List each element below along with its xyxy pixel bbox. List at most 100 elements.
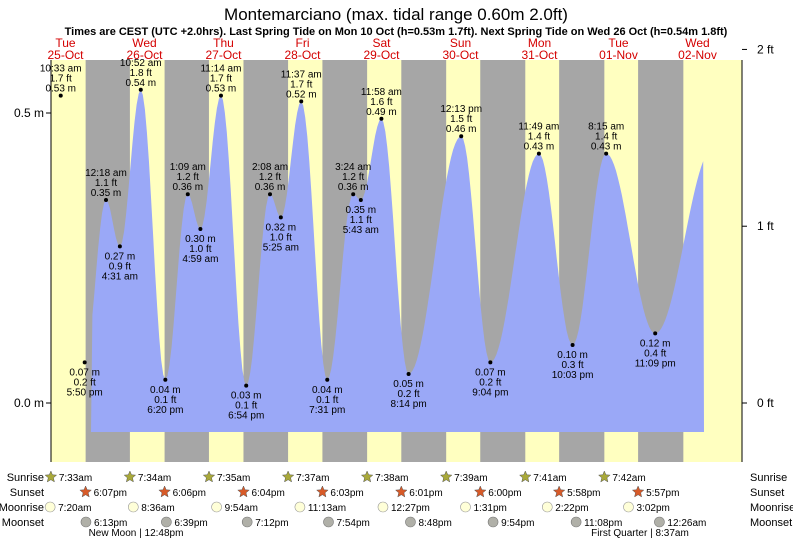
sunrise-time: 7:37am [296, 473, 329, 484]
tide-height-ft: 0.1 ft [235, 401, 257, 412]
tide-height-ft: 1.1 ft [350, 215, 372, 226]
tide-height-m: 0.03 m [231, 391, 262, 402]
moonset-time: 8:48pm [418, 518, 451, 529]
tide-time: 11:49 am [518, 122, 559, 133]
sunrise-time: 7:41am [533, 473, 566, 484]
tide-point [244, 383, 249, 388]
moonset-time: 6:13pm [94, 518, 127, 529]
tide-time: 11:37 am [281, 69, 322, 80]
tide-height-m: 0.05 m [393, 379, 424, 390]
moonrise-time: 2:22pm [555, 503, 588, 514]
sunset-time: 6:00pm [488, 488, 521, 499]
tide-point [604, 151, 609, 156]
tide-time: 5:25 am [263, 242, 299, 253]
day-date: 25-Oct [47, 48, 84, 62]
tide-height-m: 0.52 m [286, 89, 317, 100]
sunrise-time: 7:33am [59, 473, 92, 484]
tide-time: 8:15 am [588, 122, 624, 133]
chart-title: Montemarciano (max. tidal range 0.60m 2.… [224, 5, 568, 24]
tide-height-ft: 1.1 ft [95, 178, 117, 189]
moonset-time: 6:39pm [174, 518, 207, 529]
tide-height-m: 0.53 m [45, 84, 76, 95]
right-tick-label: 2 ft [757, 42, 774, 56]
moonrise-time: 7:20am [58, 503, 91, 514]
tide-point [117, 244, 122, 249]
astro-row-label-left: Moonset [2, 517, 44, 529]
moonrise-time: 3:02pm [636, 503, 669, 514]
sunrise-icon [202, 470, 216, 483]
sunrise-icon [281, 470, 295, 483]
tide-time: 4:59 am [182, 254, 218, 265]
sunset-icon [552, 485, 566, 498]
tide-point [351, 192, 356, 197]
sunrise-time: 7:35am [217, 473, 250, 484]
tide-height-ft: 0.2 ft [479, 377, 501, 388]
tide-height-ft: 1.7 ft [210, 74, 232, 85]
moonset-time: 11:08pm [584, 518, 622, 529]
tide-point [278, 215, 283, 220]
left-tick-label: 0.0 m [14, 396, 44, 410]
tide-point [82, 360, 87, 365]
tide-point [185, 192, 190, 197]
tide-height-m: 0.46 m [446, 124, 477, 135]
tide-point [198, 227, 203, 231]
tide-point [103, 198, 108, 202]
sunset-icon [631, 485, 645, 498]
tide-time: 10:03 pm [552, 370, 594, 381]
moonset-time: 7:54pm [337, 518, 370, 529]
tide-time: 11:58 am [361, 87, 402, 98]
left-tick-label: 0.5 m [14, 106, 44, 120]
day-date: 30-Oct [442, 48, 479, 62]
sunset-icon [79, 485, 92, 498]
tide-point [536, 151, 541, 156]
astro-row-label-right: Sunrise [750, 472, 787, 484]
tide-height-ft: 1.2 ft [342, 172, 364, 183]
tide-point [459, 134, 464, 139]
moon-phase-label: New Moon | 12:48pm [89, 528, 184, 539]
day-weekday: Sun [450, 36, 471, 50]
tide-height-ft: 0.1 ft [316, 395, 338, 406]
header: Montemarciano (max. tidal range 0.60m 2.… [65, 5, 728, 38]
moonrise-time: 12:27pm [391, 503, 430, 514]
moon-phase-label: First Quarter | 8:37am [591, 528, 689, 539]
tide-point [58, 93, 63, 98]
sunrise-icon [597, 470, 611, 483]
tide-height-ft: 1.8 ft [130, 68, 152, 79]
astro-row-label-right: Sunset [750, 487, 784, 499]
tide-time: 6:20 pm [147, 405, 183, 416]
sunset-time: 6:04pm [251, 488, 284, 499]
tide-time: 7:31 pm [309, 405, 345, 416]
sunset-time: 6:06pm [173, 488, 206, 499]
day-date: 27-Oct [205, 48, 242, 62]
day-weekday: Mon [528, 36, 551, 50]
moonset-icon [570, 516, 582, 528]
moonrise-icon [460, 501, 471, 513]
moonset-time: 7:12pm [255, 518, 288, 529]
tide-time: 2:08 am [252, 162, 288, 173]
tide-height-m: 0.54 m [125, 78, 156, 89]
tide-height-m: 0.43 m [591, 142, 622, 153]
tide-time: 3:24 am [335, 162, 371, 173]
moonset-icon [405, 516, 416, 528]
sunset-time: 5:58pm [567, 488, 600, 499]
sunrise-icon [123, 470, 137, 483]
tide-height-ft: 0.1 ft [154, 395, 176, 406]
tide-height-ft: 1.6 ft [370, 97, 392, 108]
sunrise-time: 7:42am [612, 473, 645, 484]
tide-height-m: 0.43 m [524, 142, 555, 153]
tide-height-m: 0.53 m [206, 84, 237, 95]
moonset-icon [80, 516, 92, 528]
day-date: 26-Oct [126, 48, 163, 62]
sunrise-icon [518, 470, 532, 483]
moonrise-icon [623, 501, 634, 513]
moonset-time: 12:26am [667, 518, 706, 529]
moonrise-icon [377, 501, 389, 513]
moonset-icon [241, 516, 253, 528]
moonset-icon [487, 516, 499, 528]
tide-height-m: 0.30 m [185, 234, 216, 245]
right-tick-label: 1 ft [757, 219, 774, 233]
moonrise-time: 8:36am [141, 503, 174, 514]
moonset-icon [161, 516, 172, 528]
moonrise-icon [294, 501, 306, 513]
